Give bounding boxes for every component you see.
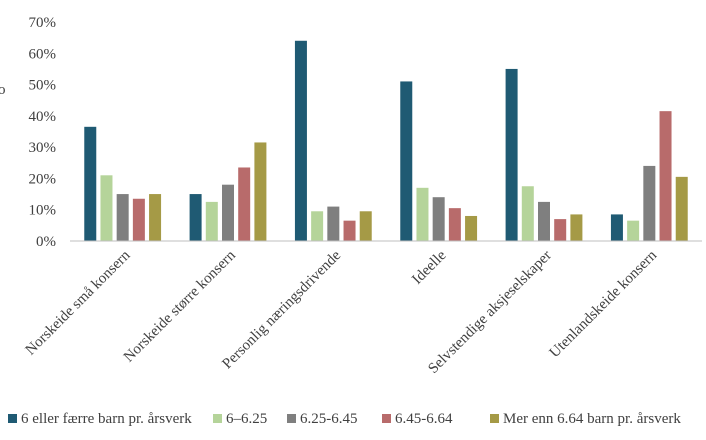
- bar: [538, 201, 550, 241]
- bar: [359, 211, 372, 241]
- bar: [627, 220, 640, 241]
- y-tick-label: 60%: [29, 46, 57, 62]
- y-tick-label: 10%: [29, 203, 57, 219]
- y-tick-label: 20%: [29, 171, 57, 187]
- y-tick-label: 50%: [29, 78, 57, 94]
- legend-swatch: [287, 414, 296, 423]
- bar: [448, 208, 461, 241]
- bar: [222, 184, 234, 241]
- bar: [416, 187, 429, 241]
- y-tick-label: 0%: [36, 234, 56, 250]
- bar: [238, 167, 251, 241]
- bar: [100, 175, 113, 241]
- x-category-label: Norskeide større konsern: [121, 247, 239, 365]
- bar: [521, 186, 534, 241]
- bar: [327, 206, 340, 241]
- x-category-label: Norskeide små konsern: [23, 247, 134, 358]
- bar: [254, 142, 267, 241]
- bar: [465, 215, 478, 241]
- y-axis-ticks: 0% 10% 20% 30% 40% 50% 60% 70%: [29, 15, 57, 250]
- bar: [343, 220, 356, 241]
- bar: [116, 194, 129, 241]
- bar: [311, 211, 324, 241]
- bar: [432, 197, 445, 241]
- bar: [189, 194, 202, 241]
- legend-swatch: [490, 414, 499, 423]
- bar: [149, 194, 162, 241]
- x-category-label: Personlig næringsdrivende: [219, 247, 344, 372]
- legend-label: 6.25-6.45: [300, 411, 358, 427]
- y-tick-label: 40%: [29, 109, 57, 125]
- bar: [132, 198, 145, 241]
- bar: [505, 68, 518, 242]
- legend-label: Mer enn 6.64 barn pr. årsverk: [503, 411, 681, 427]
- bar: [205, 201, 218, 241]
- bar: [659, 111, 672, 241]
- legend-label: 6–6.25: [226, 411, 267, 427]
- legend-label: 6.45-6.64: [395, 411, 453, 427]
- bar: [643, 165, 656, 241]
- bar: [675, 176, 688, 241]
- bars: [84, 40, 688, 242]
- y-tick-label: 30%: [29, 140, 57, 156]
- legend-swatch: [382, 414, 391, 423]
- bar: [294, 40, 307, 241]
- bar: [610, 214, 623, 241]
- y-tick-label: 70%: [29, 15, 57, 31]
- x-category-label: Selvstendige aksjeselskaper: [425, 248, 554, 377]
- y-axis-label-fragment: o: [0, 82, 6, 98]
- x-category-label: Ideelle: [409, 247, 449, 287]
- legend-swatch: [8, 414, 17, 423]
- legend-label: 6 eller færre barn pr. årsverk: [21, 411, 192, 427]
- bar: [554, 219, 567, 241]
- bar: [570, 214, 583, 241]
- bar: [84, 126, 97, 241]
- bar: [400, 81, 413, 241]
- x-category-label: Utenlandskeide konsern: [547, 247, 661, 361]
- legend-swatch: [213, 414, 222, 423]
- legend: 6 eller færre barn pr. årsverk 6–6.25 6.25…: [8, 411, 681, 427]
